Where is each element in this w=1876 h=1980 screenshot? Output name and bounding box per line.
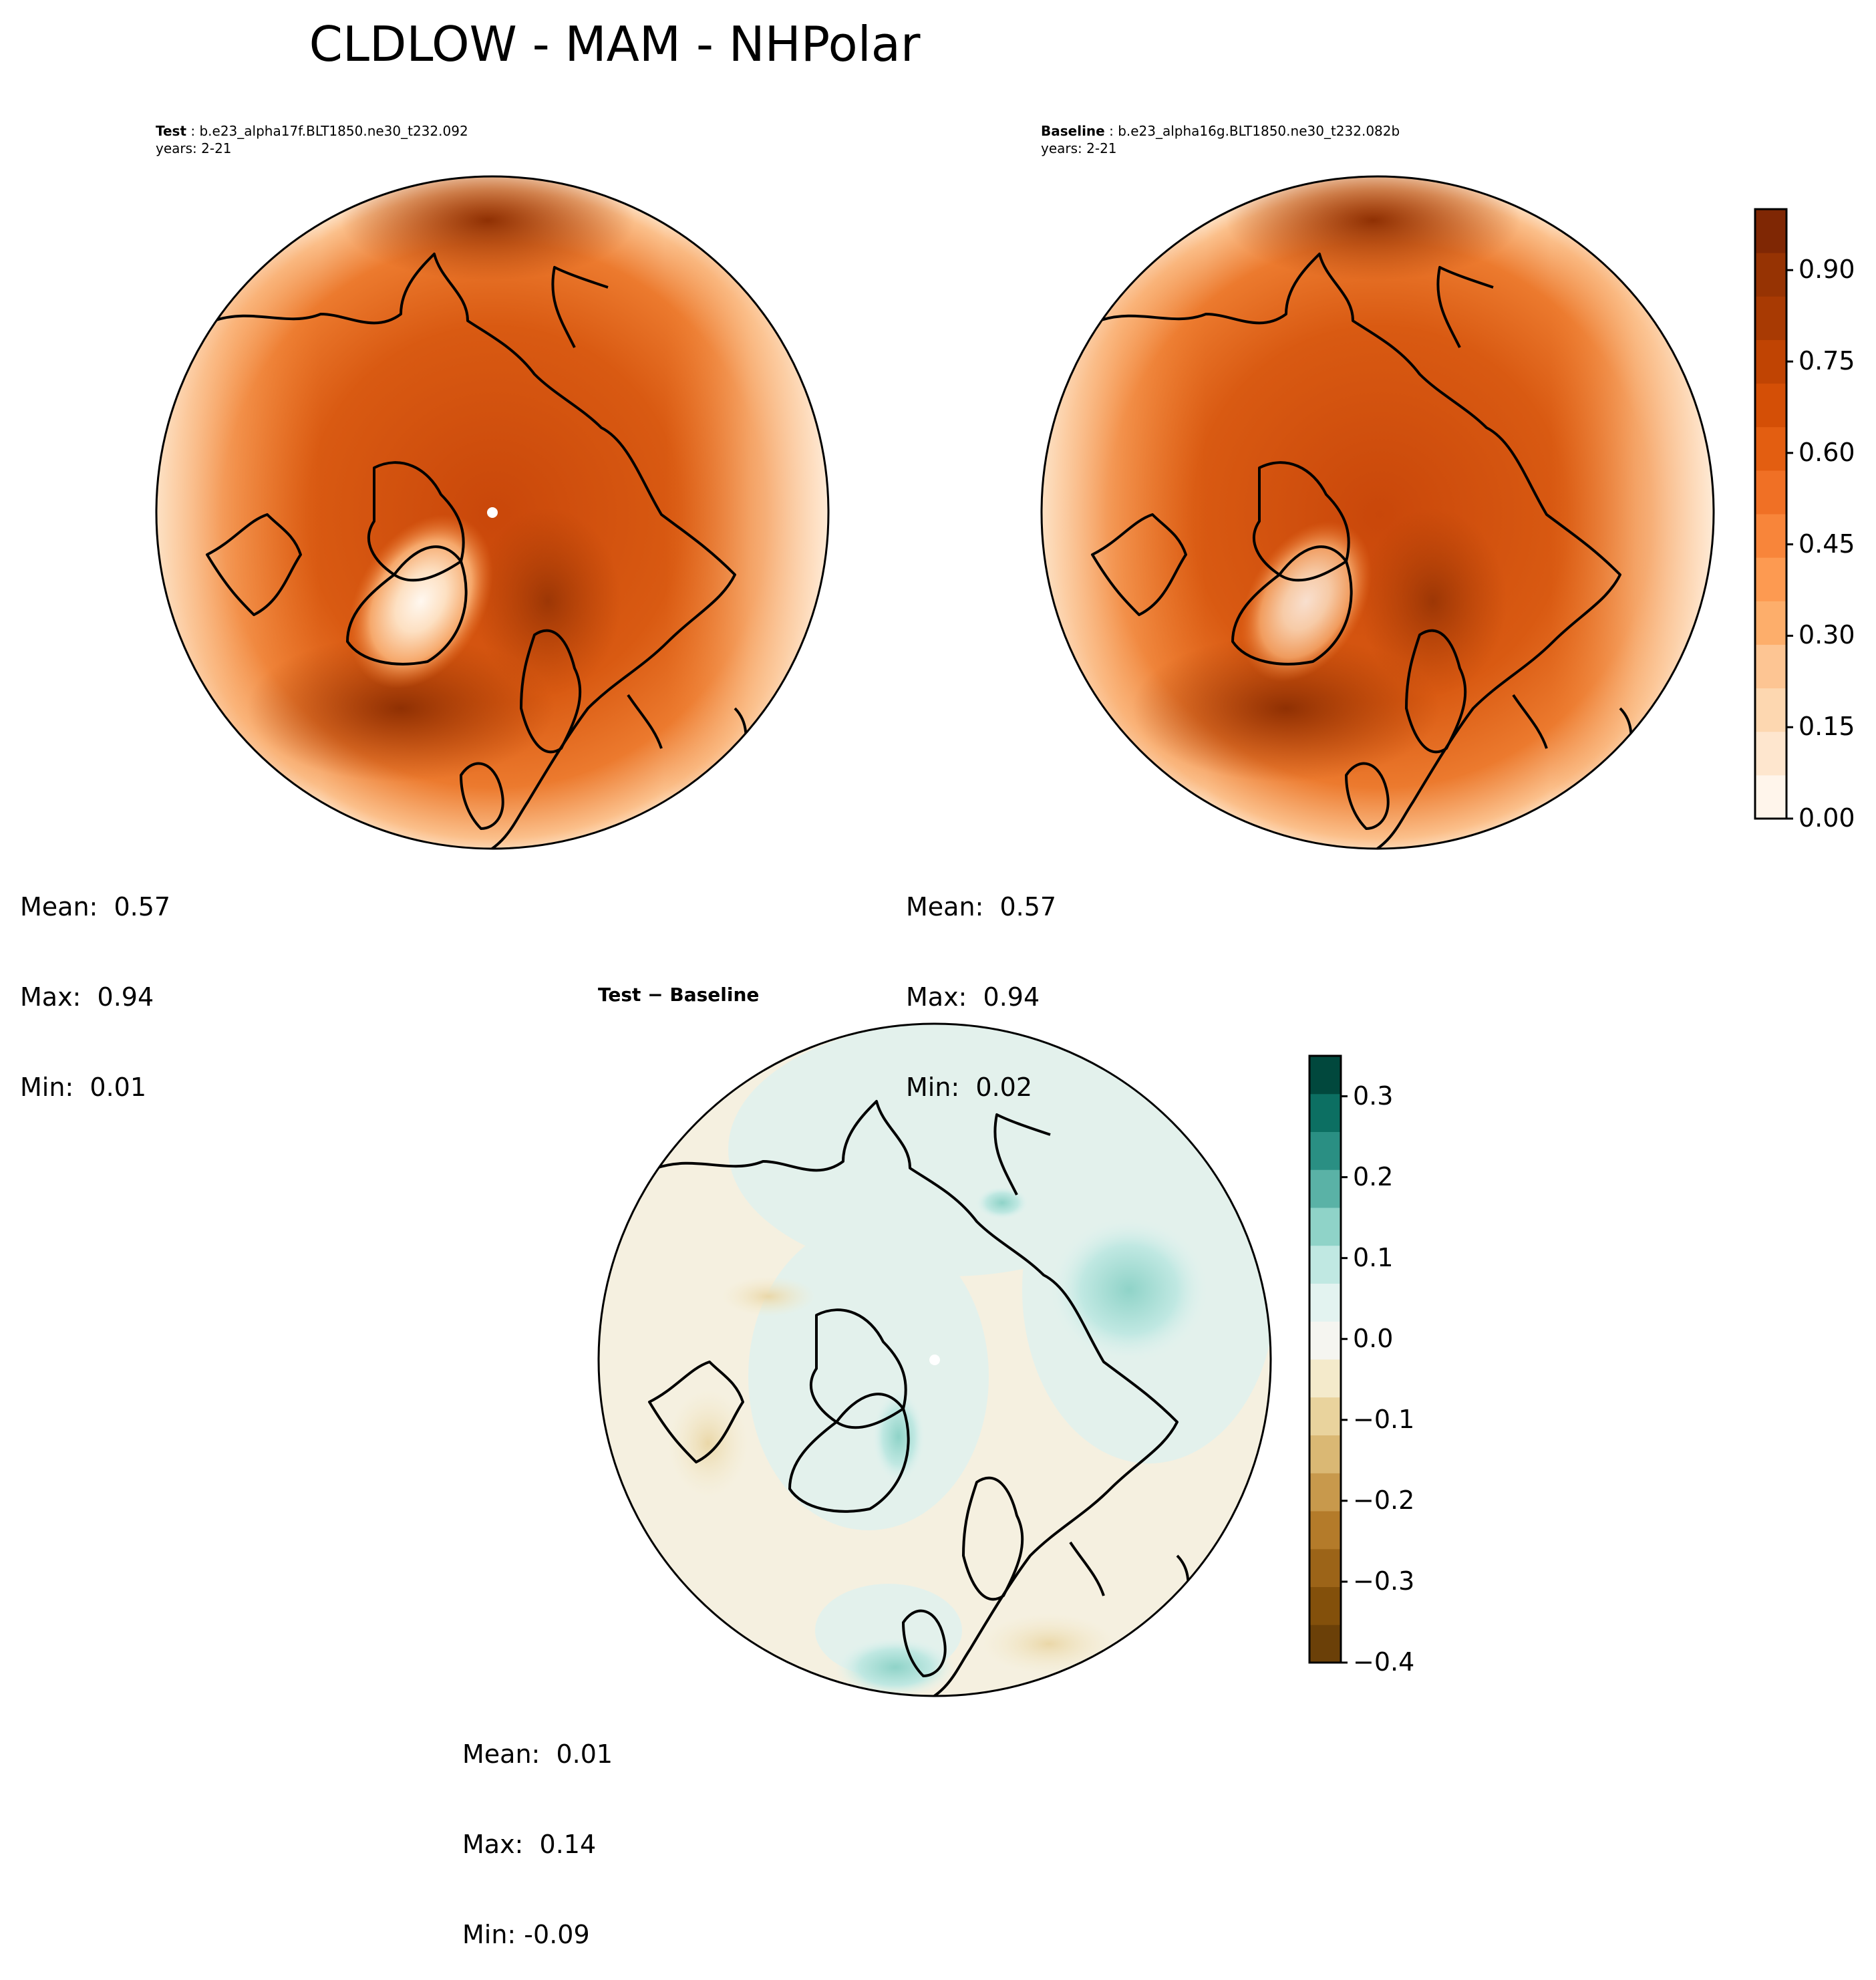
diverging-colorbar-segment (1309, 1397, 1341, 1435)
test-case-name: : b.e23_alpha17f.BLT1850.ne30_t232.092 (186, 123, 468, 139)
diff-panel-subtitle: Test − Baseline (598, 986, 759, 1004)
baseline-panel-subtitle: Baseline : b.e23_alpha16g.BLT1850.ne30_t… (1041, 122, 1400, 157)
diverging-colorbar-segment (1309, 1435, 1341, 1473)
test-panel-subtitle: Test : b.e23_alpha17f.BLT1850.ne30_t232.… (156, 122, 468, 157)
diverging-colorbar-tick-label: 0.3 (1353, 1081, 1394, 1111)
sequential-colorbar-tick-label: 0.30 (1799, 620, 1855, 650)
diff-pole-marker (929, 1355, 940, 1365)
sequential-colorbar-tick-label: 0.75 (1799, 346, 1855, 376)
diverging-colorbar-segment (1309, 1548, 1341, 1587)
diff-label: Test − Baseline (598, 984, 760, 1006)
sequential-colorbar-tick-label: 0.45 (1799, 529, 1855, 559)
diverging-colorbar-tick-label: −0.4 (1353, 1647, 1415, 1677)
diverging-colorbar-tick-label: 0.2 (1353, 1161, 1394, 1191)
diff-min: Min: -0.09 (462, 1920, 590, 1949)
diverging-colorbar-segment (1309, 1359, 1341, 1398)
diverging-colorbar-tick-label: 0.1 (1353, 1242, 1394, 1272)
baseline-case-name: : b.e23_alpha16g.BLT1850.ne30_t232.082b (1104, 123, 1400, 139)
test-stats: Mean: 0.57 Max: 0.94 Min: 0.01 (20, 832, 170, 1133)
diff-map (597, 1022, 1272, 1697)
sequential-colorbar-segment (1755, 688, 1786, 732)
baseline-mean: Mean: 0.57 (906, 892, 1057, 922)
baseline-years: years: 2-21 (1041, 140, 1117, 156)
baseline-stats: Mean: 0.57 Max: 0.94 Min: 0.02 (906, 832, 1056, 1133)
baseline-coastlines (1091, 253, 1633, 849)
sequential-colorbar-segment (1755, 253, 1786, 297)
diverging-colorbar-segment (1309, 1624, 1341, 1663)
diverging-colorbar-segment (1309, 1169, 1341, 1208)
diverging-colorbar-segment (1309, 1093, 1341, 1132)
diverging-colorbar-segment (1309, 1131, 1341, 1170)
diverging-colorbar-segment (1309, 1586, 1341, 1625)
diverging-colorbar-segment (1309, 1283, 1341, 1322)
test-label: Test (156, 123, 187, 139)
test-coastlines (206, 253, 748, 849)
sequential-colorbar-segment (1755, 470, 1786, 515)
test-pole-marker (487, 507, 498, 518)
sequential-colorbar-segment (1755, 644, 1786, 689)
diverging-colorbar-segment (1309, 1245, 1341, 1284)
diverging-colorbar-frame (1308, 1054, 1342, 1664)
diverging-colorbar-tick-label: −0.2 (1353, 1485, 1415, 1515)
diff-mean: Mean: 0.01 (462, 1739, 613, 1769)
diverging-colorbar-tick-label: −0.3 (1353, 1566, 1415, 1596)
diverging-colorbar-segment (1309, 1208, 1341, 1246)
sequential-colorbar-tick-label: 0.00 (1799, 803, 1855, 833)
diverging-colorbar-segment (1309, 1473, 1341, 1512)
test-map-boundary (155, 175, 830, 850)
sequential-colorbar-segment (1755, 426, 1786, 471)
diff-stats: Mean: 0.01 Max: 0.14 Min: -0.09 (462, 1679, 613, 1980)
diff-max: Max: 0.14 (462, 1830, 597, 1859)
test-mean: Mean: 0.57 (20, 892, 171, 922)
sequential-colorbar-tick-label: 0.15 (1799, 712, 1855, 742)
figure-canvas (155, 175, 1793, 1697)
sequential-colorbar-frame (1754, 208, 1788, 820)
diverging-colorbar-tick-label: −0.1 (1353, 1404, 1415, 1434)
baseline-map-boundary (1040, 175, 1715, 850)
sequential-colorbar (1755, 209, 1793, 820)
diverging-colorbar-tick-label: 0.0 (1353, 1323, 1394, 1353)
test-years: years: 2-21 (156, 140, 232, 156)
test-min: Min: 0.01 (20, 1073, 146, 1102)
sequential-colorbar-segment (1755, 514, 1786, 558)
baseline-map (1040, 175, 1715, 850)
sequential-colorbar-segment (1755, 383, 1786, 428)
sequential-colorbar-tick-label: 0.90 (1799, 255, 1855, 285)
sequential-colorbar-segment (1755, 557, 1786, 601)
test-max: Max: 0.94 (20, 982, 154, 1012)
test-map (155, 175, 830, 850)
diverging-colorbar-segment (1309, 1321, 1341, 1360)
sequential-colorbar-segment (1755, 774, 1786, 819)
sequential-colorbar-segment (1755, 339, 1786, 384)
sequential-colorbar-segment (1755, 209, 1786, 253)
baseline-max: Max: 0.94 (906, 982, 1040, 1012)
sequential-colorbar-segment (1755, 731, 1786, 776)
baseline-label: Baseline (1041, 123, 1105, 139)
sequential-colorbar-segment (1755, 601, 1786, 645)
diverging-colorbar-segment (1309, 1511, 1341, 1550)
sequential-colorbar-segment (1755, 296, 1786, 340)
sequential-colorbar-tick-label: 0.60 (1799, 437, 1855, 467)
diverging-colorbar (1309, 1056, 1348, 1664)
diverging-colorbar-segment (1309, 1056, 1341, 1095)
figure-title: CLDLOW - MAM - NHPolar (309, 16, 921, 72)
diff-map-boundary (597, 1022, 1272, 1697)
baseline-min: Min: 0.02 (906, 1073, 1032, 1102)
